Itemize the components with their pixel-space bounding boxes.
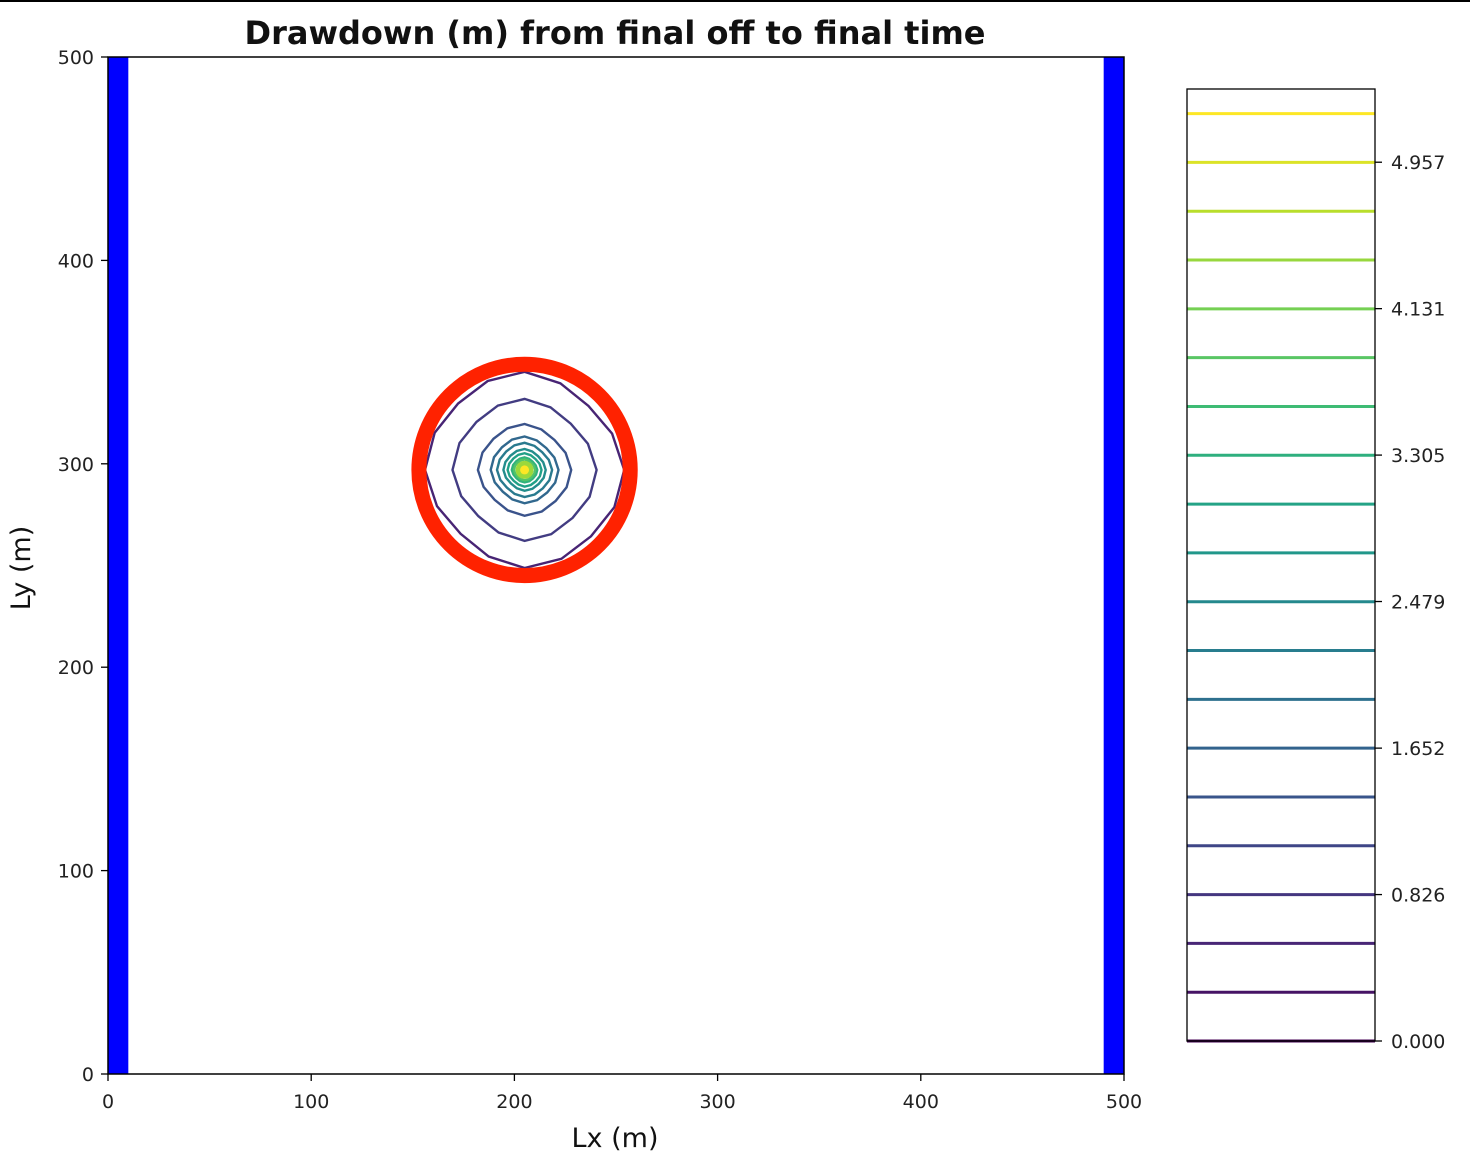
- contour-ring: [451, 397, 598, 543]
- y-tick-label: 400: [58, 250, 94, 272]
- colorbar-tick-label: 4.957: [1391, 152, 1445, 174]
- contour-ring: [502, 447, 547, 493]
- x-tick-label: 200: [496, 1091, 532, 1113]
- contour-ring: [510, 456, 539, 484]
- colorbar-background: [1187, 89, 1375, 1041]
- x-axis-label: Lx (m): [572, 1123, 659, 1154]
- boundary-strip-right: [1103, 57, 1124, 1074]
- contour-ring: [489, 435, 560, 505]
- plot-frame: [107, 56, 1125, 1075]
- top-border: [0, 0, 1470, 2]
- colorbar-frame: [1186, 88, 1376, 1042]
- colorbar-tick-label: 4.131: [1391, 299, 1445, 321]
- x-tick-label: 300: [699, 1091, 735, 1113]
- y-tick-label: 200: [58, 657, 94, 679]
- chart-title: Drawdown (m) from final off to final tim…: [245, 14, 986, 52]
- x-tick-label: 100: [293, 1091, 329, 1113]
- x-tick-label: 500: [1106, 1091, 1142, 1113]
- y-tick-label: 500: [58, 47, 94, 69]
- contour-ring: [506, 451, 543, 488]
- boundary-strip-left: [108, 57, 129, 1074]
- colorbar-tick-label: 2.479: [1391, 592, 1445, 614]
- contour-ring: [476, 422, 573, 518]
- plot-area: 0 100 200 300 400 500 0 100 200 300 400 500: [58, 47, 1142, 1113]
- highlight-circle: [411, 356, 638, 584]
- colorbar-tick-label: 1.652: [1391, 738, 1445, 760]
- contour-ring: [495, 441, 554, 499]
- contour-ring: [512, 458, 537, 482]
- colorbar-tick-label: 3.305: [1391, 445, 1445, 467]
- x-tick-label: 400: [903, 1091, 939, 1113]
- y-tick-label: 300: [58, 454, 94, 476]
- y-tick-label: 0: [82, 1064, 94, 1086]
- x-tick-label: 0: [102, 1091, 114, 1113]
- colorbar-tick-label: 0.000: [1391, 1031, 1445, 1053]
- colorbar: 0.000 0.826 1.652 2.479 3.305 4.131 4.957: [1186, 88, 1445, 1053]
- y-tick-label: 100: [58, 861, 94, 883]
- well-center-peak: [520, 465, 530, 475]
- y-axis-label: Ly (m): [6, 526, 37, 611]
- colorbar-tick-label: 0.826: [1391, 885, 1445, 907]
